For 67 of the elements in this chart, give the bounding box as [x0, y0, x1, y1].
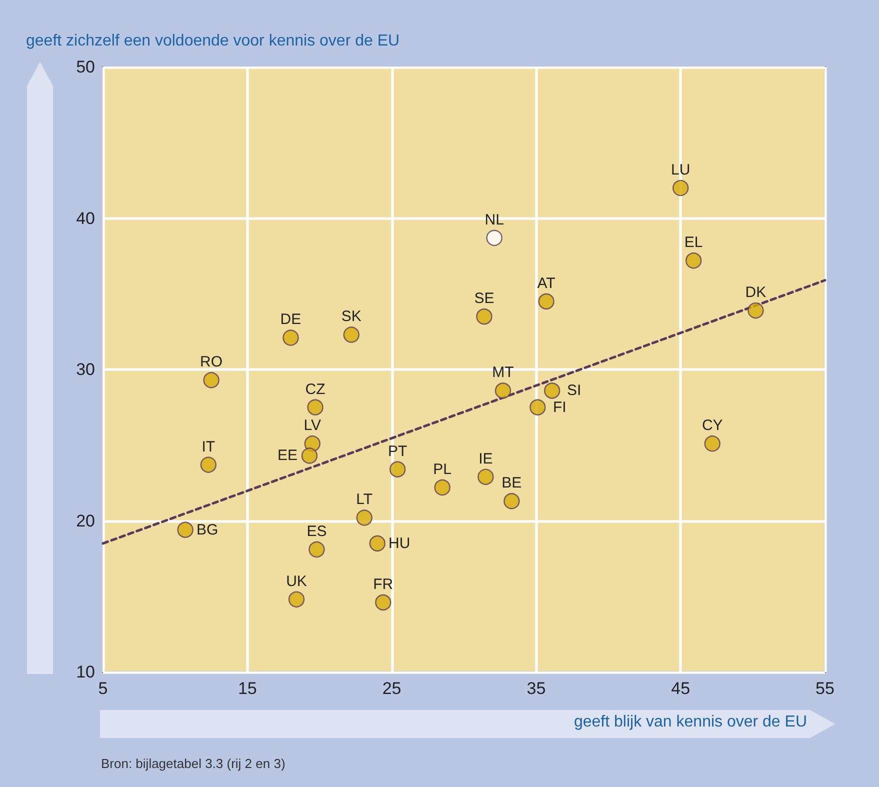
- x-tick-label: 55: [816, 679, 834, 698]
- point: [369, 535, 386, 552]
- point: [704, 436, 720, 452]
- annotation: UK: [286, 572, 307, 590]
- point: [544, 382, 560, 399]
- point: [530, 399, 546, 416]
- annotation: DK: [745, 284, 766, 302]
- point: [434, 479, 450, 496]
- annotation: IT: [202, 438, 216, 456]
- annotation: EE: [277, 447, 298, 464]
- annotation: RO: [200, 354, 223, 371]
- x-tick-label: 15: [238, 679, 257, 698]
- point: [748, 302, 764, 319]
- annotation: EL: [684, 234, 703, 252]
- point: [486, 230, 502, 246]
- point: [476, 308, 492, 325]
- point: [343, 326, 360, 343]
- annotation: PL: [433, 460, 452, 478]
- annotation: BE: [502, 474, 522, 492]
- point: [494, 382, 512, 399]
- x-tick-label: 5: [98, 679, 108, 698]
- point: [389, 461, 406, 478]
- point: [686, 252, 702, 269]
- annotation: SE: [474, 290, 494, 308]
- annotation: CY: [702, 417, 723, 434]
- point: [356, 510, 372, 526]
- point: [200, 456, 217, 473]
- x-tick-label: 45: [671, 679, 690, 698]
- point: [282, 330, 299, 346]
- y-tick-label: 20: [76, 511, 95, 530]
- point: [288, 591, 305, 608]
- annotation: IE: [478, 450, 493, 468]
- annotation: LV: [304, 417, 321, 434]
- y-tick-label: 10: [76, 662, 95, 682]
- y-tick-label: 30: [76, 360, 95, 379]
- y-axis-title: geeft zichzelf een voldoende voor kennis over de EU: [26, 32, 400, 50]
- point: [478, 468, 494, 485]
- annotation: PT: [388, 442, 408, 460]
- annotation: SK: [341, 308, 362, 326]
- annotation: BG: [196, 521, 218, 538]
- annotation: CZ: [305, 380, 326, 398]
- annotation: ES: [306, 522, 327, 540]
- text: Bron: bijlagetabel 3.3 (rij 2 en 3): [101, 756, 286, 771]
- x-axis-title: geeft blijk van kennis over de EU: [574, 714, 807, 730]
- point: [307, 399, 324, 416]
- point: [177, 522, 194, 538]
- y-tick-label: 40: [76, 208, 95, 228]
- annotation: AT: [537, 274, 556, 292]
- annotation: MT: [492, 364, 514, 382]
- point: [203, 372, 220, 388]
- annotation: LU: [671, 162, 690, 178]
- point: [538, 293, 554, 310]
- annotation: SI: [566, 382, 582, 400]
- annotation: DE: [280, 311, 302, 328]
- point: [672, 180, 689, 196]
- point: [308, 541, 325, 558]
- annotation: FI: [552, 398, 566, 416]
- point: [375, 594, 392, 611]
- annotation: FR: [373, 576, 394, 593]
- annotation: LT: [356, 491, 373, 508]
- annotation: HU: [388, 534, 410, 552]
- x-tick-label: 25: [382, 679, 402, 698]
- y-tick-label: 50: [76, 58, 95, 76]
- annotation: NL: [484, 211, 504, 228]
- point: [301, 448, 318, 464]
- x-tick-label: 35: [526, 679, 546, 698]
- point: [504, 492, 520, 510]
